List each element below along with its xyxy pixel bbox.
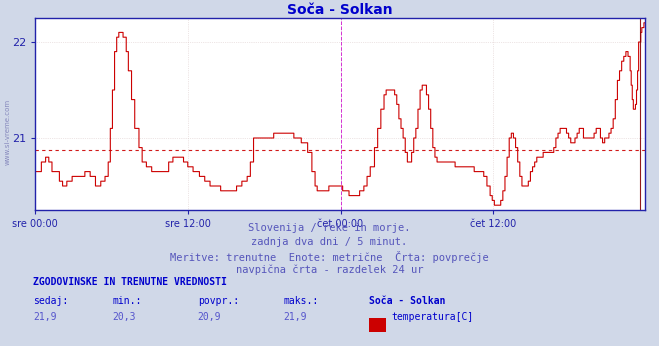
Text: ZGODOVINSKE IN TRENUTNE VREDNOSTI: ZGODOVINSKE IN TRENUTNE VREDNOSTI bbox=[33, 277, 227, 288]
Text: Soča - Solkan: Soča - Solkan bbox=[369, 297, 445, 307]
Title: Soča - Solkan: Soča - Solkan bbox=[287, 3, 393, 17]
Text: min.:: min.: bbox=[112, 297, 142, 307]
Text: temperatura[C]: temperatura[C] bbox=[391, 312, 474, 322]
Text: 21,9: 21,9 bbox=[33, 312, 57, 322]
Text: 20,9: 20,9 bbox=[198, 312, 221, 322]
Text: navpična črta - razdelek 24 ur: navpična črta - razdelek 24 ur bbox=[236, 265, 423, 275]
Text: 21,9: 21,9 bbox=[283, 312, 307, 322]
Text: maks.:: maks.: bbox=[283, 297, 318, 307]
Text: sedaj:: sedaj: bbox=[33, 297, 68, 307]
Text: www.si-vreme.com: www.si-vreme.com bbox=[5, 98, 11, 165]
Text: Slovenija / reke in morje.: Slovenija / reke in morje. bbox=[248, 223, 411, 233]
Text: Meritve: trenutne  Enote: metrične  Črta: povprečje: Meritve: trenutne Enote: metrične Črta: … bbox=[170, 251, 489, 263]
Text: zadnja dva dni / 5 minut.: zadnja dva dni / 5 minut. bbox=[251, 237, 408, 247]
Text: povpr.:: povpr.: bbox=[198, 297, 239, 307]
Text: 20,3: 20,3 bbox=[112, 312, 136, 322]
